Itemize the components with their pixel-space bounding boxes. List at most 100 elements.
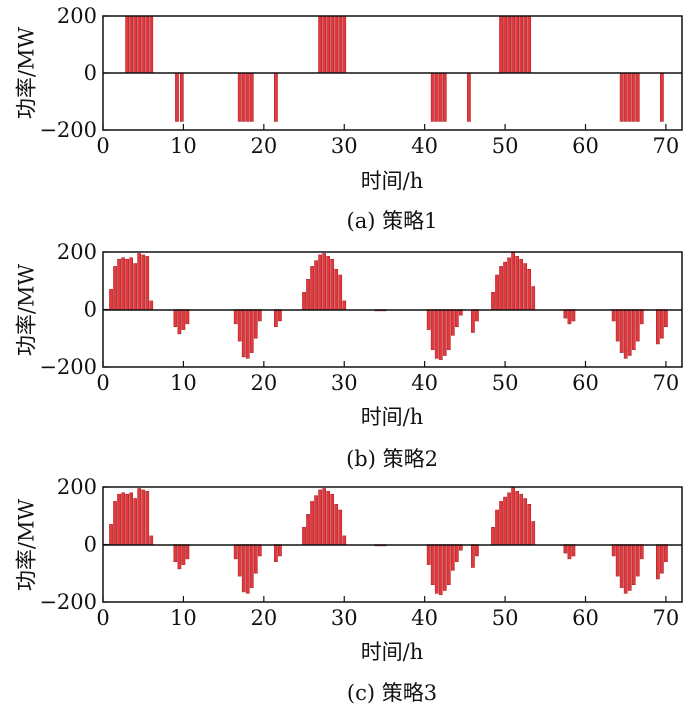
bar-c-53 (507, 492, 511, 545)
bar-b-12 (177, 309, 182, 335)
y-axis-label-b: 功率/MW (15, 264, 39, 357)
bar-a-33 (527, 15, 532, 74)
bar-a-0 (125, 15, 129, 74)
bar-c-28 (318, 489, 322, 545)
y-axis-label-c: 功率/MW (15, 499, 39, 592)
x-tick-label-b-20: 20 (250, 371, 277, 395)
bar-b-1 (113, 266, 117, 310)
bar-c-1 (113, 501, 117, 545)
x-tick-label-c-50: 50 (492, 606, 519, 630)
x-tick-label-b-0: 0 (96, 371, 109, 395)
bar-c-67 (627, 544, 632, 591)
x-tick-label-a-20: 20 (250, 134, 277, 158)
bar-b-65 (619, 309, 624, 353)
bar-c-7 (137, 488, 142, 545)
bar-c-6 (133, 498, 138, 545)
x-tick-label-b-70: 70 (653, 371, 680, 395)
bar-c-30 (326, 491, 331, 545)
x-tick-label-b-30: 30 (331, 371, 358, 395)
bar-c-14 (185, 544, 190, 560)
bar-b-3 (121, 257, 125, 310)
bar-c-40 (434, 544, 439, 594)
bar-c-66 (623, 544, 628, 594)
bar-b-45 (454, 309, 459, 327)
bar-c-25 (306, 514, 310, 545)
x-tick-label-b-50: 50 (492, 371, 519, 395)
bar-c-10 (149, 535, 154, 545)
bar-a-31 (519, 15, 524, 74)
bar-b-2 (117, 258, 121, 310)
bar-c-23 (278, 544, 282, 557)
y-tick-label-a--200: −200 (39, 118, 97, 142)
bar-b-56 (519, 258, 524, 310)
bar-b-39 (430, 309, 435, 350)
bar-b-60 (563, 309, 568, 319)
bar-a-19 (338, 15, 343, 74)
x-tick-label-c-70: 70 (653, 606, 680, 630)
bars-c (109, 486, 668, 596)
bar-c-16 (237, 544, 242, 577)
x-tick-label-b-40: 40 (411, 371, 438, 395)
bar-c-51 (499, 501, 503, 545)
bar-b-8 (141, 254, 146, 310)
bar-a-13 (274, 72, 278, 122)
x-tick-label-c-60: 60 (572, 606, 599, 630)
bar-b-19 (249, 309, 254, 353)
x-tick-label-b-10: 10 (170, 371, 197, 395)
x-tick-label-c-10: 10 (170, 606, 197, 630)
bar-a-7 (175, 72, 179, 122)
bar-b-25 (306, 279, 310, 310)
bar-c-33 (338, 509, 343, 545)
bar-a-27 (503, 15, 507, 74)
bar-c-27 (314, 495, 318, 545)
bar-b-55 (515, 256, 519, 310)
bar-c-9 (145, 491, 150, 545)
bar-a-18 (334, 15, 339, 74)
bar-a-38 (635, 72, 640, 122)
bar-c-58 (527, 504, 532, 545)
bar-b-5 (129, 257, 134, 310)
bar-a-9 (237, 72, 242, 122)
bar-c-54 (511, 486, 515, 545)
bar-c-48 (475, 544, 479, 557)
bar-b-43 (446, 309, 451, 350)
bar-c-64 (615, 544, 620, 577)
bar-b-71 (656, 309, 660, 345)
bar-c-13 (181, 544, 186, 565)
bar-b-28 (318, 254, 322, 310)
bar-a-4 (141, 15, 146, 74)
bar-c-55 (515, 491, 519, 545)
bar-a-15 (322, 15, 326, 74)
bar-b-20 (253, 309, 258, 339)
bar-b-17 (241, 309, 246, 358)
bar-b-7 (137, 253, 142, 310)
bar-a-24 (442, 72, 447, 122)
y-tick-label-b--200: −200 (39, 355, 97, 379)
bar-c-12 (177, 544, 182, 570)
bar-c-22 (274, 544, 278, 562)
bar-c-41 (438, 544, 443, 596)
bar-c-73 (664, 544, 668, 562)
x-tick-label-a-30: 30 (331, 134, 358, 158)
bar-c-43 (446, 544, 451, 585)
bar-b-11 (173, 309, 178, 327)
bar-c-2 (117, 493, 121, 545)
bar-b-34 (342, 300, 347, 310)
x-axis-label-c: 时间/h (361, 640, 424, 664)
bar-b-51 (499, 266, 503, 310)
bar-c-52 (503, 496, 507, 545)
bar-c-19 (249, 544, 254, 588)
bar-b-54 (511, 251, 515, 310)
bar-a-3 (137, 15, 142, 74)
bar-a-37 (631, 72, 636, 122)
y-ticks-c: −200 0 200 (39, 475, 109, 614)
bar-b-62 (571, 309, 576, 322)
bar-a-12 (249, 72, 254, 122)
bar-c-57 (523, 498, 528, 545)
bar-b-16 (237, 309, 242, 342)
bar-b-14 (185, 309, 190, 325)
bar-c-20 (253, 544, 258, 574)
y-tick-label-b-200: 200 (57, 240, 97, 264)
bar-c-26 (310, 501, 314, 545)
